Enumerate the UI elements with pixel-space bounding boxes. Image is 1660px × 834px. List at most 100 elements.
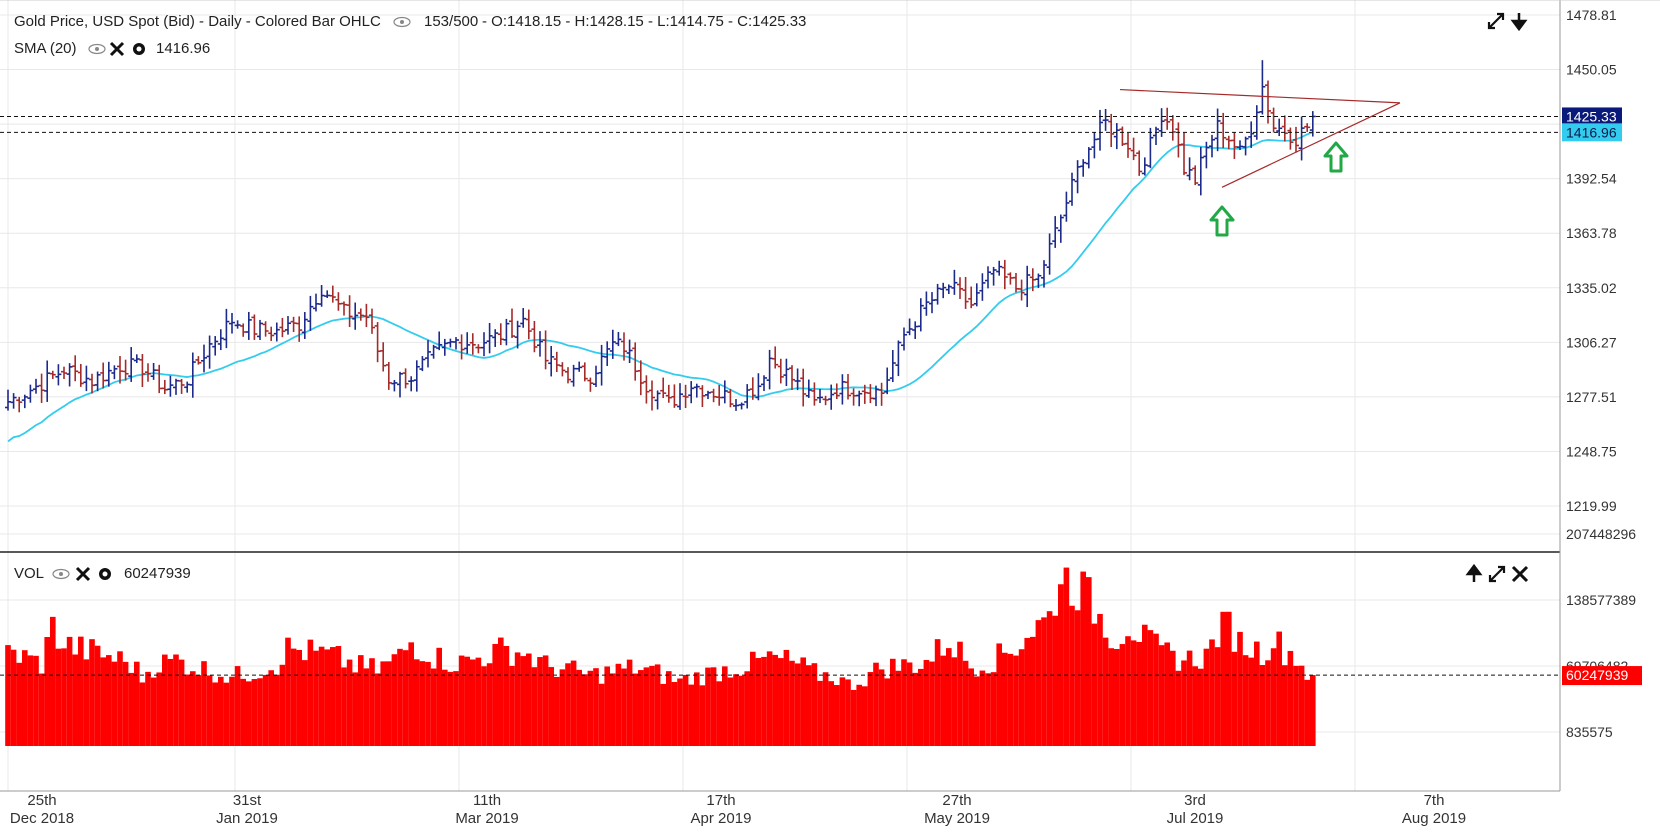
price-move-down-button[interactable] xyxy=(1510,13,1528,32)
volume-bar xyxy=(139,682,146,746)
ohlc-bar xyxy=(1080,159,1087,177)
volume-bar xyxy=(1046,611,1053,746)
close-icon xyxy=(75,566,91,582)
ohlc-bar xyxy=(626,339,633,363)
sma-line[interactable] xyxy=(7,131,1314,443)
sma-remove-button[interactable] xyxy=(109,41,125,57)
ohlc-bar xyxy=(817,388,823,403)
support-arrow-1[interactable] xyxy=(1209,205,1235,237)
volume-badge-bg xyxy=(1562,666,1642,686)
ohlc-bar xyxy=(1147,127,1154,169)
x-axis-month-label: Jul 2019 xyxy=(1167,810,1224,827)
volume-remove-button[interactable] xyxy=(75,566,91,582)
ohlc-bar xyxy=(531,320,538,353)
volume-bar xyxy=(850,689,857,746)
volume-bar xyxy=(402,650,409,746)
volume-bar xyxy=(974,676,980,746)
volume-bar xyxy=(492,643,498,746)
volume-bar xyxy=(1276,631,1282,746)
volume-bar xyxy=(912,672,918,746)
volume-expand-button[interactable] xyxy=(1488,565,1506,583)
volume-bar xyxy=(27,655,34,746)
volume-bar xyxy=(593,668,599,746)
ohlc-bar xyxy=(609,329,616,359)
volume-move-up-button[interactable] xyxy=(1465,563,1483,582)
volume-bar xyxy=(537,657,543,746)
volume-bar xyxy=(386,661,392,746)
ohlc-bar xyxy=(811,382,818,406)
volume-bar xyxy=(710,667,717,746)
volume-bar xyxy=(414,659,420,746)
ohlc-bar xyxy=(89,373,95,394)
ohlc-bar xyxy=(268,326,275,341)
volume-bar xyxy=(1192,666,1198,746)
volume-bar xyxy=(643,667,650,746)
volume-bar xyxy=(481,666,487,746)
x-axis-day-label: 25th xyxy=(27,792,56,809)
volume-bar xyxy=(783,649,790,746)
volume-bar xyxy=(251,679,258,746)
arrow-up-icon xyxy=(1323,141,1349,173)
ohlc-bar xyxy=(1063,191,1070,222)
volume-bar xyxy=(190,671,196,746)
volume-bar xyxy=(677,678,683,746)
volume-bar xyxy=(1220,611,1226,746)
ohlc-bar xyxy=(1276,118,1283,137)
volume-bar xyxy=(1108,648,1114,746)
ohlc-bar xyxy=(285,316,291,335)
support-arrow-2[interactable] xyxy=(1323,141,1349,173)
volume-bar xyxy=(666,671,672,746)
ohlc-bar xyxy=(430,344,437,359)
ohlc-bar xyxy=(1192,165,1199,186)
volume-bar xyxy=(789,660,795,746)
volume-bar xyxy=(811,663,818,746)
ohlc-bar xyxy=(486,322,493,354)
volume-bar xyxy=(654,664,661,746)
sma-visibility-toggle[interactable] xyxy=(88,43,106,55)
price-visibility-toggle[interactable] xyxy=(393,16,411,28)
ohlc-bar xyxy=(565,367,571,384)
ohlc-bar xyxy=(346,295,353,328)
volume-close-button[interactable] xyxy=(1511,565,1529,583)
arrow-up-icon xyxy=(1209,205,1235,237)
ohlc-bar xyxy=(1169,115,1176,141)
volume-bar xyxy=(1170,650,1176,746)
volume-bar xyxy=(660,683,666,746)
volume-bar xyxy=(1293,665,1299,746)
volume-bar xyxy=(122,661,129,746)
sma-settings-button[interactable] xyxy=(133,43,145,55)
volume-bar xyxy=(582,674,588,746)
volume-bar xyxy=(890,658,896,746)
volume-bar xyxy=(1198,668,1204,746)
overlays xyxy=(0,88,1560,676)
volume-settings-button[interactable] xyxy=(99,568,111,580)
price-plot-area[interactable] xyxy=(0,0,1560,552)
ohlc-bar xyxy=(184,381,191,393)
volume-bar xyxy=(733,674,739,746)
volume-bar xyxy=(363,668,370,746)
volume-bar xyxy=(671,681,678,746)
volume-bar xyxy=(1147,630,1154,746)
ohlc-bar xyxy=(100,362,107,389)
ohlc-bar xyxy=(223,308,230,349)
ohlc-bar xyxy=(901,327,907,351)
eye-pupil xyxy=(59,572,63,576)
volume-bar xyxy=(1164,642,1170,746)
ohlc-bar xyxy=(945,284,952,294)
triangle-lower-trendline[interactable] xyxy=(1221,102,1401,188)
volume-bar xyxy=(794,663,801,746)
ohlc-bar xyxy=(307,295,314,331)
ohlc-bar xyxy=(878,382,885,406)
volume-bar xyxy=(873,662,879,746)
ohlc-bar xyxy=(66,363,73,387)
volume-bar xyxy=(716,681,722,746)
ohlc-bar xyxy=(105,361,112,387)
price-expand-button[interactable] xyxy=(1487,12,1505,30)
ohlc-bar xyxy=(44,360,51,402)
volume-bar xyxy=(968,668,974,746)
ohlc-bar xyxy=(1242,136,1249,156)
triangle-upper-trendline[interactable] xyxy=(1119,88,1401,104)
volume-bar xyxy=(1304,679,1310,746)
volume-visibility-toggle[interactable] xyxy=(52,568,70,580)
volume-bars xyxy=(5,567,1316,746)
